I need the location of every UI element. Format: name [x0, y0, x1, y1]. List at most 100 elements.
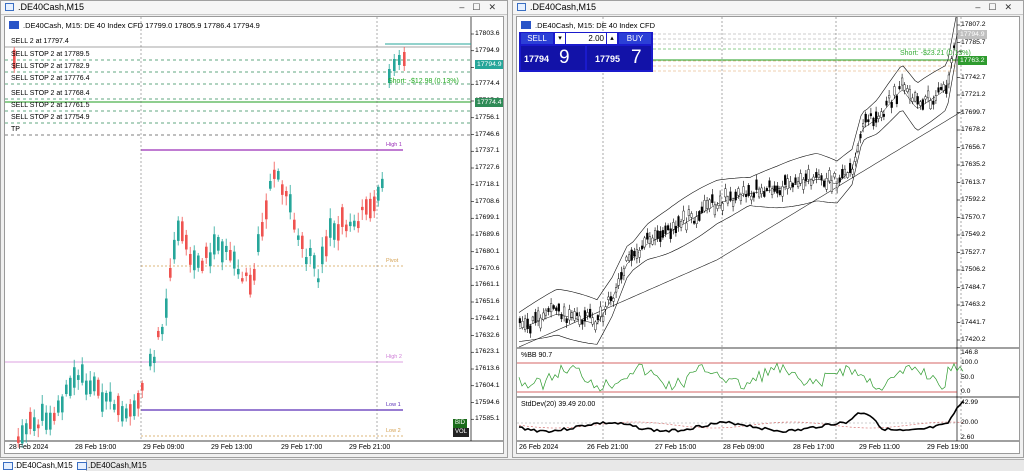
candle-body: [121, 406, 124, 422]
price-label: 17670.6: [475, 264, 500, 272]
window-controls[interactable]: –☐✕: [459, 2, 504, 12]
candle-body: [784, 175, 787, 185]
candle-body: [317, 278, 320, 283]
sell-price-main: 17794: [524, 54, 550, 64]
time-label: 29 Feb 09:00: [143, 444, 185, 451]
candle-body: [927, 90, 930, 99]
candle-body: [659, 230, 662, 242]
candle-body: [690, 213, 693, 218]
left-chart-window[interactable]: .DE40Cash,M15 –☐✕ .DE40Cash, M15: DE 40 …: [0, 0, 508, 458]
candle-body: [953, 45, 956, 48]
candle-body: [817, 174, 820, 178]
right-window-titlebar[interactable]: .DE40Cash,M15 –☐✕: [513, 1, 1023, 15]
candle-body: [757, 188, 761, 198]
candle-body: [828, 170, 831, 182]
sell-button[interactable]: SELL: [521, 33, 553, 44]
chart-window-icon: [517, 3, 526, 11]
lot-increase-button[interactable]: ▴: [607, 33, 617, 44]
candle-body: [281, 184, 284, 195]
candle-body: [293, 219, 296, 230]
lot-size-input[interactable]: 2.00: [566, 33, 606, 44]
candle-body: [607, 296, 610, 300]
stddev-scale-label: 20.00: [961, 419, 979, 426]
right-chart-header: .DE40Cash, M15: DE 40 Index CFD: [535, 21, 656, 30]
price-label: 17656.7: [961, 143, 986, 151]
candle-body: [73, 367, 76, 388]
candle-body: [563, 306, 566, 317]
candle-body: [937, 87, 940, 93]
buy-button[interactable]: BUY: [619, 33, 651, 44]
candle-body: [625, 256, 628, 261]
candle-body: [794, 177, 797, 184]
candle-body: [45, 412, 48, 430]
price-label: 17742.7: [961, 73, 986, 81]
candle-body: [742, 186, 745, 194]
candle-body: [531, 316, 534, 321]
candle-body: [181, 221, 184, 242]
candle-body: [664, 225, 667, 234]
pctb-scale-label: 146.8: [961, 349, 979, 356]
candle-body: [205, 246, 208, 258]
price-label: 17699.7: [961, 108, 986, 116]
candle-body: [880, 111, 883, 118]
candle-body: [550, 303, 553, 313]
candle-body: [369, 198, 372, 219]
candle-body: [672, 222, 675, 230]
candle-body: [789, 181, 792, 189]
candle-body: [692, 220, 696, 224]
left-chart-area[interactable]: .DE40Cash, M15: DE 40 Index CFD 17799.0 …: [4, 16, 504, 454]
candle-body: [333, 223, 336, 240]
candle-body: [841, 169, 844, 179]
candle-body: [830, 180, 833, 192]
left-window-titlebar[interactable]: .DE40Cash,M15 –☐✕: [1, 1, 507, 15]
candle-body: [357, 221, 360, 229]
candle-body: [940, 87, 943, 90]
candle-body: [573, 311, 576, 321]
candle-body: [731, 200, 735, 207]
candle-body: [313, 255, 316, 269]
candle-body: [698, 211, 701, 221]
candle-body: [273, 169, 276, 179]
candle-body: [776, 185, 779, 194]
price-label: 17708.6: [475, 197, 500, 205]
chart-tab-icon: [3, 462, 13, 470]
right-chart-area[interactable]: .DE40Cash, M15: DE 40 Index CFD SELL ▾ 2…: [516, 16, 1020, 454]
candle-body: [919, 101, 922, 106]
candle-body: [898, 86, 901, 90]
window-controls[interactable]: –☐✕: [975, 2, 1020, 12]
trade-panel-icon[interactable]: [9, 21, 19, 29]
candle-body: [599, 306, 602, 317]
candle-body: [141, 382, 144, 391]
trade-panel-icon[interactable]: [521, 21, 531, 29]
candle-body: [622, 268, 625, 276]
candle-body: [37, 424, 40, 429]
buy-price-pips: 7: [631, 47, 642, 68]
right-chart-window[interactable]: .DE40Cash,M15 –☐✕ .DE40Cash, M15: DE 40 …: [512, 0, 1024, 458]
candle-body: [638, 250, 641, 258]
candle-body: [890, 101, 893, 108]
pivot-label: Low 2: [386, 428, 401, 434]
price-label: 17585.1: [475, 415, 500, 423]
price-label: 17689.6: [475, 231, 500, 238]
candle-body: [555, 307, 558, 311]
pctb-indicator-label: %BB 90.7: [521, 352, 553, 359]
price-label: 17651.6: [475, 298, 500, 305]
candle-body: [932, 100, 935, 105]
tab-chart-2[interactable]: .DE40Cash,M15: [74, 460, 160, 471]
right-current-price-tag: 17794.9: [958, 30, 987, 39]
candle-body: [648, 236, 651, 244]
candle-body: [297, 235, 300, 240]
candle-body: [161, 326, 164, 335]
candle-body: [656, 230, 659, 239]
candle-body: [361, 206, 364, 211]
lot-decrease-button[interactable]: ▾: [555, 33, 565, 44]
buy-price-box[interactable]: 17795 7: [587, 46, 651, 70]
candle-body: [321, 246, 324, 265]
sell-price-box[interactable]: 17794 9: [521, 46, 585, 70]
candle-body: [729, 191, 732, 201]
candle-body: [872, 117, 875, 127]
candle-body: [815, 172, 818, 178]
candle-body: [768, 180, 771, 188]
time-label: 28 Feb 09:00: [723, 444, 765, 451]
candle-body: [547, 308, 550, 312]
